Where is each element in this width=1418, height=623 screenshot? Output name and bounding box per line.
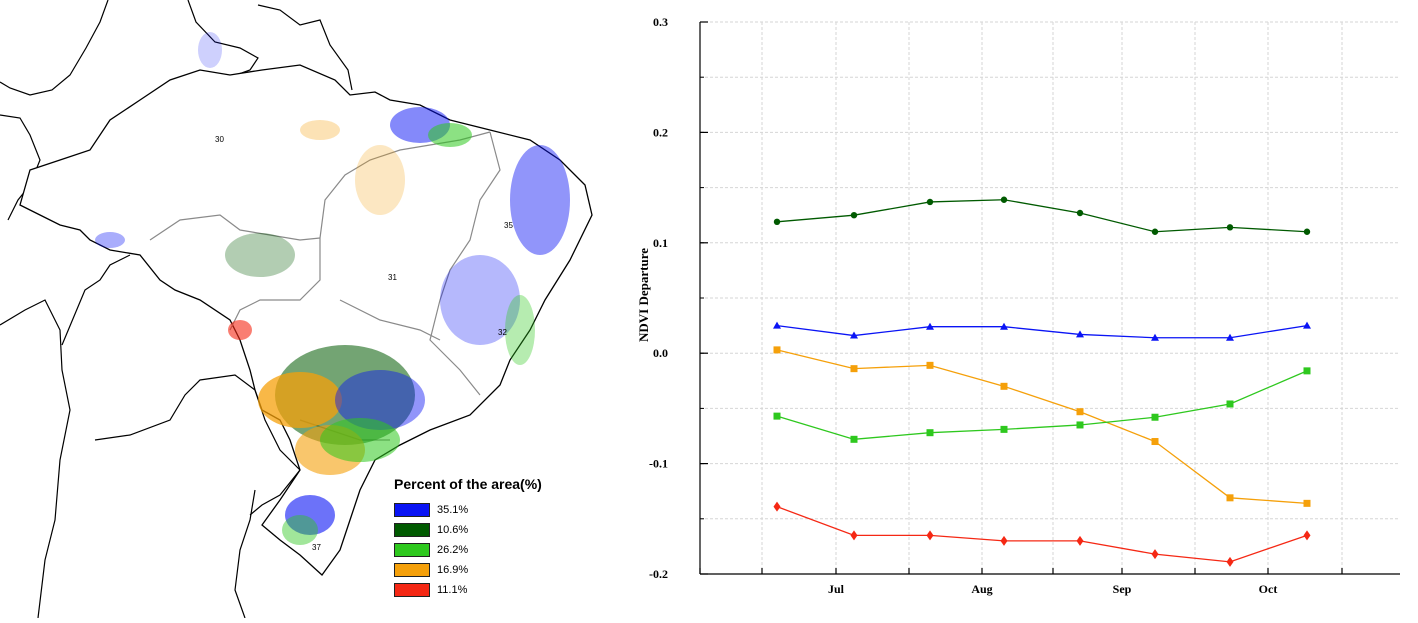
data-point bbox=[773, 346, 781, 354]
data-point bbox=[926, 530, 934, 541]
data-point bbox=[1226, 333, 1234, 341]
series-group bbox=[773, 346, 1311, 507]
legend-item: 10.6% bbox=[394, 520, 584, 540]
legend-label: 26.2% bbox=[437, 544, 469, 556]
data-point bbox=[1303, 228, 1311, 235]
series-group bbox=[773, 501, 1311, 567]
axes: 0.3 0.2 0.1 0.0 -0.1 -0.2 Jul Aug Sep Oct bbox=[649, 15, 1400, 596]
data-point bbox=[1076, 408, 1084, 416]
legend-item: 16.9% bbox=[394, 560, 584, 580]
series-line bbox=[776, 349, 1308, 504]
data-point bbox=[1151, 333, 1159, 341]
neighbor-borders bbox=[0, 0, 353, 619]
map-legend: Percent of the area(%) 35.1% 10.6% 26.2%… bbox=[394, 476, 584, 600]
legend-title: Percent of the area(%) bbox=[394, 476, 542, 492]
data-point bbox=[1000, 196, 1008, 203]
region-label: 31 bbox=[388, 273, 397, 282]
data-point bbox=[1303, 530, 1311, 541]
series-group bbox=[773, 196, 1311, 235]
x-tick-label: Sep bbox=[1113, 582, 1132, 596]
data-point bbox=[850, 331, 858, 339]
legend-item: 26.2% bbox=[394, 540, 584, 560]
data-point bbox=[1303, 367, 1311, 375]
data-point bbox=[773, 412, 781, 420]
data-point bbox=[926, 198, 934, 206]
y-axis-title: NDVI Departure bbox=[636, 248, 651, 342]
region-label: 32 bbox=[498, 328, 507, 337]
data-point bbox=[1000, 535, 1008, 546]
ndvi-departure-chart: 0.3 0.2 0.1 0.0 -0.1 -0.2 Jul Aug Sep Oct NDVI De… bbox=[636, 15, 1400, 596]
data-point bbox=[773, 321, 781, 329]
x-tick-label: Oct bbox=[1259, 582, 1278, 596]
data-point bbox=[1000, 382, 1008, 390]
grid bbox=[700, 21, 1400, 575]
series-line bbox=[776, 324, 1308, 339]
x-tick-label: Jul bbox=[828, 582, 845, 596]
data-point bbox=[1226, 494, 1234, 502]
map-region-labels: 30 31 35 32 37 bbox=[215, 135, 513, 552]
series-line bbox=[776, 506, 1308, 563]
series-group bbox=[773, 321, 1311, 341]
data-point bbox=[1151, 438, 1159, 446]
series-line bbox=[776, 199, 1308, 233]
series bbox=[773, 196, 1311, 567]
legend-swatch bbox=[394, 563, 430, 577]
data-point bbox=[1151, 549, 1159, 560]
data-point bbox=[1000, 425, 1008, 433]
data-point bbox=[1076, 330, 1084, 338]
data-point bbox=[1226, 400, 1234, 408]
y-tick-label: 0.3 bbox=[653, 15, 668, 29]
map-clusters bbox=[95, 32, 570, 545]
legend-swatch bbox=[394, 583, 430, 597]
data-point bbox=[850, 365, 858, 373]
brazil-outline bbox=[19, 64, 593, 576]
data-point bbox=[773, 218, 781, 226]
y-tick-label: 0.2 bbox=[653, 125, 668, 139]
legend-swatch bbox=[394, 543, 430, 557]
data-point bbox=[1076, 209, 1084, 217]
y-tick-label: -0.1 bbox=[649, 457, 668, 471]
data-point bbox=[1076, 535, 1084, 546]
legend-label: 16.9% bbox=[437, 564, 469, 576]
chart-panel: 0.3 0.2 0.1 0.0 -0.1 -0.2 Jul Aug Sep Oct NDVI De… bbox=[620, 0, 1418, 618]
data-point bbox=[850, 212, 858, 219]
data-point bbox=[1226, 556, 1234, 567]
data-point bbox=[1076, 421, 1084, 429]
data-point bbox=[850, 530, 858, 541]
data-point bbox=[773, 501, 781, 512]
data-point bbox=[1151, 228, 1159, 235]
region-label: 30 bbox=[215, 135, 224, 144]
y-tick-label: 0.1 bbox=[653, 236, 668, 250]
series-line bbox=[776, 370, 1308, 440]
data-point bbox=[926, 429, 934, 437]
data-point bbox=[1000, 322, 1008, 330]
legend-label: 11.1% bbox=[437, 584, 468, 596]
series-group bbox=[773, 367, 1311, 443]
legend-item: 35.1% bbox=[394, 500, 584, 520]
legend-label: 35.1% bbox=[437, 504, 469, 516]
y-tick-label: -0.2 bbox=[649, 567, 668, 581]
y-tick-label: 0.0 bbox=[653, 346, 668, 360]
data-point bbox=[926, 361, 934, 369]
data-point bbox=[850, 435, 858, 443]
brazil-map: 30 31 35 32 37 bbox=[0, 0, 593, 619]
data-point bbox=[1303, 321, 1311, 329]
data-point bbox=[926, 322, 934, 330]
region-label: 35 bbox=[504, 221, 513, 230]
region-label: 37 bbox=[312, 543, 321, 552]
legend-label: 10.6% bbox=[437, 524, 469, 536]
data-point bbox=[1303, 499, 1311, 507]
data-point bbox=[1226, 224, 1234, 231]
legend-swatch bbox=[394, 503, 430, 517]
data-point bbox=[1151, 413, 1159, 421]
map-panel: 30 31 35 32 37 Percent of the area(%) 35… bbox=[0, 0, 620, 619]
x-tick-label: Aug bbox=[971, 582, 992, 596]
legend-swatch bbox=[394, 523, 430, 537]
legend-item: 11.1% bbox=[394, 580, 584, 600]
